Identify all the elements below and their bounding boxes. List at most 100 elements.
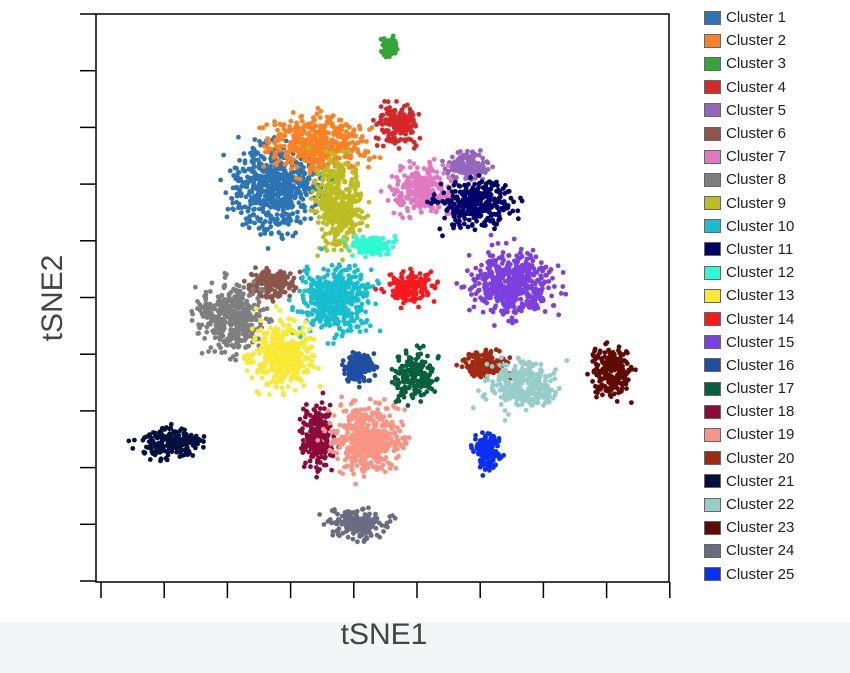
scatter-point: [278, 269, 283, 274]
scatter-point: [243, 318, 249, 324]
scatter-point: [263, 188, 269, 194]
scatter-point: [446, 185, 452, 191]
scatter-point: [359, 209, 365, 215]
scatter-point: [345, 379, 351, 384]
scatter-point: [371, 235, 377, 241]
scatter-point: [397, 279, 402, 285]
scatter-point: [515, 208, 521, 214]
scatter-point: [320, 130, 326, 136]
scatter-point: [527, 299, 533, 305]
scatter-point: [258, 308, 263, 313]
scatter-point: [358, 215, 364, 220]
scatter-point: [482, 193, 488, 199]
scatter-point: [300, 275, 305, 280]
scatter-point: [328, 310, 334, 315]
scatter-point: [472, 297, 478, 303]
scatter-point: [288, 271, 293, 276]
scatter-point: [306, 130, 312, 136]
scatter-point: [321, 141, 327, 147]
scatter-point: [265, 290, 270, 295]
scatter-point: [452, 194, 458, 200]
scatter-point: [340, 219, 346, 225]
scatter-point: [466, 217, 472, 223]
scatter-point: [343, 121, 349, 127]
scatter-point: [327, 230, 333, 236]
scatter-point: [560, 270, 566, 275]
scatter-point: [325, 272, 330, 278]
scatter-point: [399, 116, 405, 122]
scatter-point: [398, 111, 404, 116]
scatter-point: [279, 374, 285, 379]
scatter-point: [336, 130, 342, 136]
scatter-point: [332, 174, 338, 180]
scatter-point: [512, 258, 517, 264]
scatter-point: [324, 203, 329, 209]
scatter-point: [556, 312, 562, 318]
scatter-point: [277, 143, 283, 149]
scatter-point: [350, 225, 355, 231]
scatter-point: [428, 369, 434, 374]
scatter-point: [323, 167, 329, 173]
scatter-point: [225, 206, 231, 212]
scatter-point: [457, 189, 463, 195]
scatter-point: [404, 286, 409, 291]
scatter-point: [291, 275, 297, 281]
scatter-point: [337, 326, 342, 332]
scatter-point: [563, 291, 569, 297]
scatter-point: [343, 209, 348, 214]
scatter-point: [395, 120, 400, 125]
scatter-point: [189, 308, 195, 314]
scatter-point: [502, 279, 508, 284]
scatter-point: [313, 202, 318, 208]
scatter-point: [351, 207, 356, 213]
scatter-point: [337, 263, 343, 269]
scatter-point: [291, 352, 297, 357]
scatter-point: [389, 36, 395, 42]
scatter-point: [324, 114, 330, 120]
scatter-point: [469, 187, 475, 192]
scatter-point: [342, 134, 348, 140]
scatter-point: [242, 204, 248, 210]
scatter-point: [441, 170, 446, 176]
scatter-point: [327, 172, 333, 178]
scatter-point: [306, 145, 312, 151]
scatter-point: [390, 132, 396, 138]
scatter-point: [423, 372, 428, 378]
scatter-point: [317, 384, 323, 389]
scatter-point: [273, 186, 279, 192]
scatter-point: [395, 188, 400, 194]
scatter-point: [302, 288, 308, 294]
scatter-point: [381, 241, 387, 247]
scatter-point: [337, 125, 342, 130]
scatter-point: [524, 256, 530, 262]
scatter-point: [357, 379, 362, 385]
scatter-point: [329, 262, 335, 268]
scatter-point: [235, 319, 241, 325]
scatter-point: [251, 164, 257, 170]
scatter-point: [333, 125, 338, 131]
scatter-point: [379, 113, 384, 118]
scatter-point: [342, 321, 348, 327]
scatter-point: [382, 99, 387, 104]
scatter-point: [399, 193, 404, 199]
scatter-point: [497, 296, 502, 302]
scatter-point: [328, 196, 334, 202]
scatter-point: [356, 384, 362, 390]
scatter-point: [339, 208, 344, 213]
scatter-point: [431, 299, 437, 304]
scatter-point: [288, 348, 294, 354]
scatter-point: [277, 147, 283, 153]
scatter-point: [276, 200, 282, 206]
scatter-point: [466, 209, 471, 215]
scatter-point: [406, 355, 412, 360]
scatter-point: [320, 171, 325, 177]
scatter-point: [461, 221, 467, 227]
scatter-point: [526, 283, 531, 289]
scatter-point: [223, 342, 229, 348]
scatter-point: [357, 329, 363, 334]
scatter-point: [471, 304, 477, 310]
scatter-point: [376, 120, 382, 126]
scatter-point: [505, 309, 510, 315]
scatter-point: [359, 220, 365, 226]
scatter-point: [270, 331, 276, 337]
